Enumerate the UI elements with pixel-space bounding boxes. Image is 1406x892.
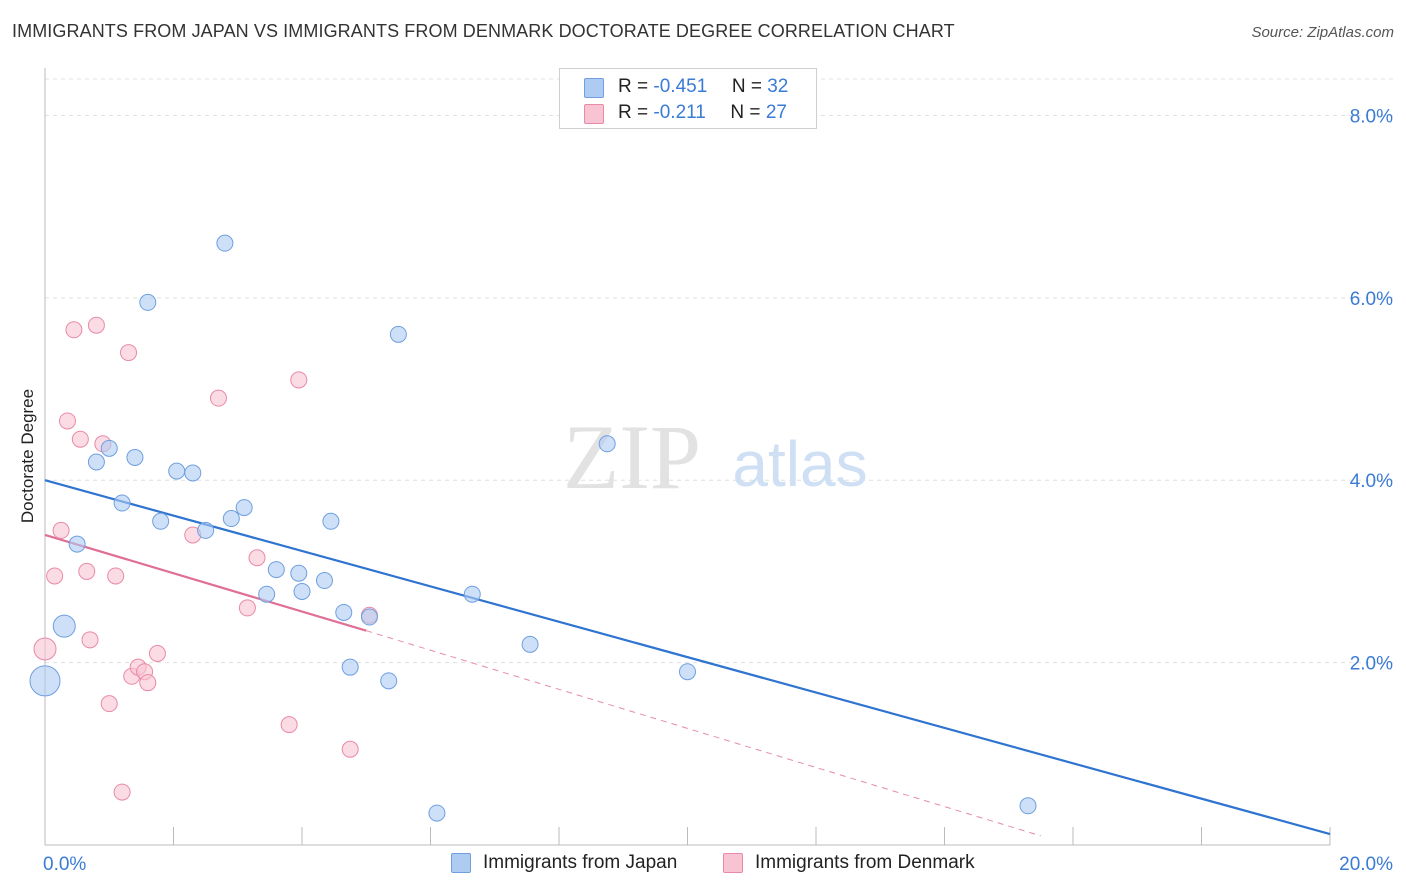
denmark-legend-swatch bbox=[723, 853, 743, 873]
legend-n-label: N = bbox=[730, 102, 761, 123]
denmark-trend-extension bbox=[366, 630, 1042, 837]
denmark-point bbox=[78, 562, 96, 580]
denmark-point bbox=[280, 716, 298, 734]
grid-layer bbox=[45, 78, 1394, 664]
denmark-point bbox=[58, 412, 76, 430]
japan-point bbox=[322, 512, 340, 530]
denmark-point bbox=[139, 674, 157, 692]
japan-point bbox=[258, 585, 276, 603]
legend-text-japan: R = -0.451 N = 32 bbox=[618, 76, 788, 98]
japan-point bbox=[267, 561, 285, 579]
denmark-point bbox=[100, 695, 118, 713]
legend-r-label: R = bbox=[618, 102, 649, 123]
japan-point bbox=[389, 325, 407, 343]
japan-point bbox=[463, 585, 481, 603]
denmark-point bbox=[238, 599, 256, 617]
japan-point bbox=[152, 512, 170, 530]
denmark-point bbox=[341, 740, 359, 758]
denmark-point bbox=[113, 783, 131, 801]
japan-point bbox=[235, 499, 253, 517]
japan-point bbox=[216, 234, 234, 252]
japan-point bbox=[315, 572, 333, 590]
denmark-point bbox=[33, 637, 57, 661]
x-tick-label: 0.0% bbox=[43, 854, 86, 875]
denmark-point bbox=[120, 344, 138, 362]
japan-point bbox=[139, 293, 157, 311]
denmark-point bbox=[290, 371, 308, 389]
denmark-point bbox=[248, 549, 266, 567]
japan-point bbox=[341, 658, 359, 676]
japan-point bbox=[521, 635, 539, 653]
japan-point bbox=[335, 603, 353, 621]
legend-n-label: N = bbox=[731, 76, 762, 97]
denmark-trend-line bbox=[44, 533, 367, 632]
japan-point bbox=[380, 672, 398, 690]
legend-n-value: 32 bbox=[767, 76, 789, 97]
japan-point bbox=[168, 462, 186, 480]
watermark: ZIP atlas bbox=[563, 406, 868, 508]
axis-layer bbox=[44, 68, 1331, 846]
japan-point bbox=[126, 448, 144, 466]
japan-swatch bbox=[584, 78, 604, 98]
japan-point bbox=[52, 614, 76, 638]
y-tick-label: 2.0% bbox=[1350, 654, 1393, 675]
legend-n-value: 27 bbox=[765, 102, 787, 123]
y-tick-label: 6.0% bbox=[1350, 289, 1393, 310]
tick-label-layer: 2.0% 4.0% 6.0% 8.0% 0.0% 20.0% bbox=[43, 106, 1393, 875]
japan-legend-label: Immigrants from Japan bbox=[483, 852, 678, 873]
x-tick-label: 20.0% bbox=[1339, 854, 1393, 875]
japan-point bbox=[197, 521, 215, 539]
japan-legend-swatch bbox=[451, 853, 471, 873]
japan-point bbox=[598, 435, 616, 453]
denmark-point bbox=[52, 521, 70, 539]
japan-point bbox=[293, 582, 311, 600]
denmark-point bbox=[87, 316, 105, 334]
japan-point bbox=[87, 453, 105, 471]
japan-point bbox=[29, 665, 61, 697]
denmark-swatch bbox=[584, 104, 604, 124]
japan-point bbox=[184, 464, 202, 482]
source-credit: Source: ZipAtlas.com bbox=[1251, 24, 1394, 41]
trend-layer bbox=[44, 479, 1331, 837]
japan-trend-line bbox=[44, 479, 1331, 836]
denmark-point bbox=[65, 321, 83, 339]
legend-r-value: -0.451 bbox=[653, 76, 708, 97]
japan-point bbox=[290, 564, 308, 582]
watermark-zip: ZIP bbox=[563, 406, 701, 508]
denmark-point bbox=[81, 631, 99, 649]
japan-point bbox=[222, 510, 240, 528]
japan-point bbox=[68, 535, 86, 553]
legend-r-value: -0.211 bbox=[653, 102, 706, 123]
legend-text-denmark: R = -0.211 N = 27 bbox=[618, 102, 787, 124]
japan-point bbox=[360, 608, 378, 626]
japan-point bbox=[679, 663, 696, 681]
japan-point bbox=[1019, 797, 1037, 815]
denmark-point bbox=[71, 430, 89, 448]
denmark-point bbox=[46, 567, 64, 585]
y-tick-label: 8.0% bbox=[1350, 106, 1393, 127]
chart-title: IMMIGRANTS FROM JAPAN VS IMMIGRANTS FROM… bbox=[12, 21, 955, 41]
y-tick-label: 4.0% bbox=[1350, 471, 1393, 492]
japan-point bbox=[428, 804, 446, 822]
correlation-legend: R = -0.451 N = 32 R = -0.211 N = 27 bbox=[559, 68, 817, 129]
japan-point bbox=[100, 439, 118, 457]
japan-point bbox=[113, 494, 131, 512]
points-layer bbox=[29, 234, 1037, 822]
legend-r-label: R = bbox=[618, 76, 649, 97]
denmark-point bbox=[107, 567, 125, 585]
denmark-point bbox=[209, 389, 227, 407]
denmark-legend-label: Immigrants from Denmark bbox=[755, 852, 975, 873]
watermark-atlas: atlas bbox=[732, 428, 867, 500]
denmark-point bbox=[148, 645, 166, 662]
